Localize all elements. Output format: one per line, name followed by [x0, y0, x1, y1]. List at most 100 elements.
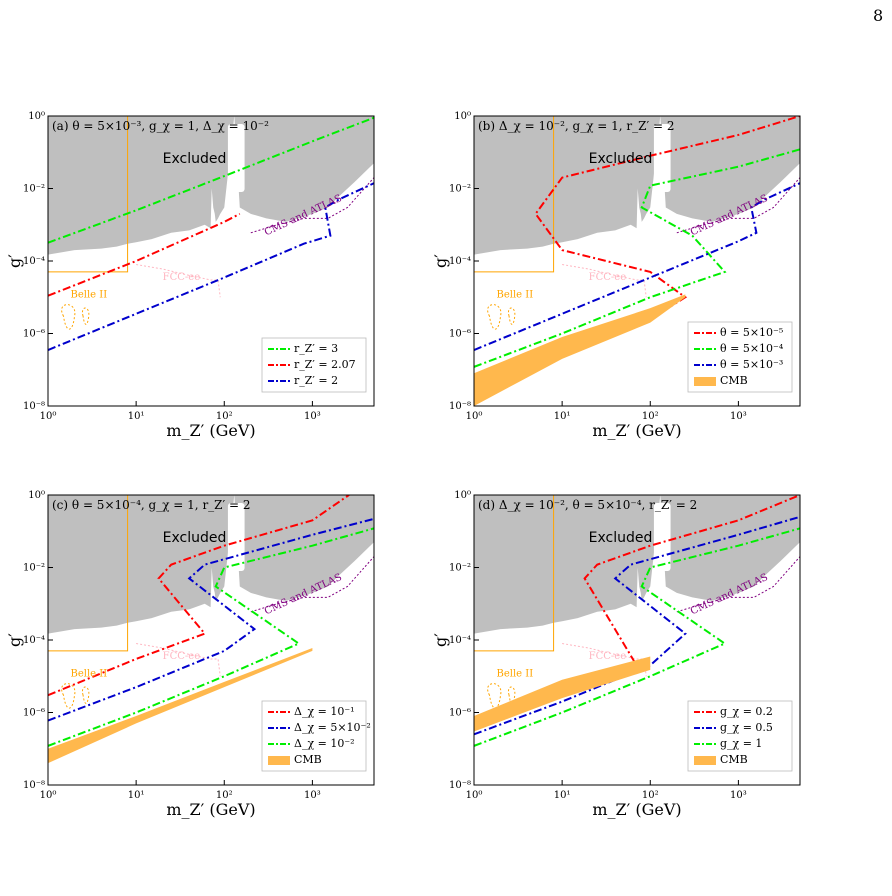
x-axis-title: m_Z′ (GeV) — [592, 800, 681, 819]
excluded-region — [474, 495, 800, 634]
cmb-band — [48, 648, 313, 764]
legend-label: CMB — [720, 753, 748, 766]
legend-label: g_χ = 0.2 — [720, 705, 773, 718]
y-tick-label: 10⁻² — [23, 184, 45, 195]
fcc-ee-line — [136, 264, 221, 298]
y-tick-label: 10⁰ — [454, 490, 471, 501]
chart-panel: 10⁰ 10¹ 10² 10³ 10⁻⁸ 10⁻⁶ 10⁻⁴ 10⁻² 10⁰ m_Z′ (GeV… — [5, 490, 375, 819]
y-tick-label: 10⁻⁶ — [449, 329, 471, 340]
belle-ii-contour — [81, 686, 90, 704]
excluded-gap — [227, 503, 245, 572]
legend: r_Z′ = 3 r_Z′ = 2.07 r_Z′ = 2 — [261, 337, 367, 393]
legend: θ = 5×10⁻⁵ θ = 5×10⁻⁴ θ = 5×10⁻³ CMB — [687, 321, 793, 393]
belle-ii-contour — [81, 307, 90, 325]
y-axis-title: g′ — [431, 633, 450, 647]
chart-panel: 10⁰ 10¹ 10² 10³ 10⁻⁸ 10⁻⁶ 10⁻⁴ 10⁻² 10⁰ m_Z′ (GeV… — [431, 490, 801, 819]
y-tick-label: 10⁰ — [28, 490, 45, 501]
excluded-gap — [653, 124, 671, 193]
y-tick-label: 10⁻⁶ — [449, 708, 471, 719]
x-tick-label: 10³ — [304, 790, 321, 801]
panel-title: (d) Δ_χ = 10⁻², θ = 5×10⁻⁴, r_Z′ = 2 — [478, 498, 697, 512]
legend: g_χ = 0.2 g_χ = 0.5 g_χ = 1 CMB — [687, 700, 793, 772]
x-tick-label: 10³ — [730, 411, 747, 422]
x-tick-label: 10⁰ — [40, 790, 57, 801]
excluded-label: Excluded — [163, 530, 227, 546]
x-tick-label: 10⁰ — [466, 790, 483, 801]
belle-ii-contour — [487, 304, 502, 330]
y-tick-label: 10⁻² — [449, 563, 471, 574]
y-tick-label: 10⁻² — [449, 184, 471, 195]
belle-ii-label: Belle II — [496, 289, 533, 300]
belle-ii-line — [474, 495, 555, 652]
excluded-region — [474, 116, 800, 255]
excluded-gap — [227, 124, 245, 193]
series-line — [48, 212, 241, 297]
excluded-label: Excluded — [589, 151, 653, 167]
y-tick-label: 10⁻⁸ — [23, 401, 45, 412]
belle-ii-line — [474, 116, 555, 273]
excluded-label: Excluded — [163, 151, 227, 167]
fcc-ee-label: FCC-ee — [589, 272, 627, 283]
belle-ii-label: Belle II — [70, 668, 107, 679]
y-axis-title: g′ — [431, 254, 450, 268]
x-tick-label: 10¹ — [128, 411, 145, 422]
panel-title: (b) Δ_χ = 10⁻², g_χ = 1, r_Z′ = 2 — [478, 119, 675, 133]
legend: Δ_χ = 10⁻¹ Δ_χ = 5×10⁻² Δ_χ = 10⁻² CMB — [261, 700, 371, 772]
y-tick-label: 10⁻⁸ — [449, 780, 471, 791]
cms-atlas-line — [676, 177, 800, 234]
plot-area — [48, 495, 374, 764]
belle-ii-contour — [507, 307, 516, 325]
excluded-region — [48, 116, 374, 255]
legend-label: Δ_χ = 5×10⁻² — [294, 721, 371, 734]
y-tick-label: 10⁻⁶ — [23, 329, 45, 340]
legend-box — [261, 337, 367, 393]
legend-swatch — [694, 377, 716, 386]
fcc-ee-label: FCC-ee — [163, 272, 201, 283]
x-tick-label: 10² — [216, 790, 233, 801]
cms-atlas-line — [250, 556, 374, 613]
legend-label: θ = 5×10⁻⁴ — [720, 342, 784, 355]
plot-area — [474, 116, 800, 406]
y-tick-label: 10⁻⁸ — [23, 780, 45, 791]
x-axis-title: m_Z′ (GeV) — [166, 421, 255, 440]
x-tick-label: 10¹ — [554, 790, 571, 801]
panel-title: (c) θ = 5×10⁻⁴, g_χ = 1, r_Z′ = 2 — [52, 498, 251, 512]
belle-ii-contour — [487, 683, 502, 709]
legend-label: g_χ = 0.5 — [720, 721, 773, 734]
x-axis-title: m_Z′ (GeV) — [592, 421, 681, 440]
x-tick-label: 10³ — [730, 790, 747, 801]
x-tick-label: 10⁰ — [466, 411, 483, 422]
x-tick-label: 10² — [642, 411, 659, 422]
x-tick-label: 10² — [642, 790, 659, 801]
series-line — [48, 517, 374, 722]
excluded-region — [48, 495, 374, 634]
cms-atlas-line — [250, 177, 374, 234]
series-line — [474, 182, 800, 351]
series-line — [474, 515, 800, 736]
series-line — [474, 116, 800, 390]
chart-panel: 10⁰ 10¹ 10² 10³ 10⁻⁸ 10⁻⁶ 10⁻⁴ 10⁻² 10⁰ m_Z′ (GeV… — [5, 111, 375, 440]
y-axis-title: g′ — [5, 254, 24, 268]
belle-ii-contour — [61, 683, 76, 709]
legend-label: r_Z′ = 2.07 — [294, 358, 356, 371]
series-line — [474, 148, 800, 368]
fcc-ee-line — [562, 643, 647, 677]
y-tick-label: 10⁻² — [23, 563, 45, 574]
series-line — [48, 527, 374, 747]
x-tick-label: 10⁰ — [40, 411, 57, 422]
plot-area — [474, 495, 800, 747]
legend-label: θ = 5×10⁻³ — [720, 358, 783, 371]
y-tick-label: 10⁰ — [28, 111, 45, 122]
cmb-band — [474, 656, 651, 732]
series-line — [48, 495, 350, 697]
y-tick-label: 10⁻⁴ — [23, 256, 45, 267]
x-tick-label: 10¹ — [128, 790, 145, 801]
legend-label: r_Z′ = 2 — [294, 374, 338, 387]
chart-panel: 10⁰ 10¹ 10² 10³ 10⁻⁸ 10⁻⁶ 10⁻⁴ 10⁻² 10⁰ m_Z′ (GeV… — [431, 111, 801, 440]
fcc-ee-line — [136, 643, 221, 677]
y-tick-label: 10⁻⁴ — [23, 635, 45, 646]
fcc-ee-label: FCC-ee — [589, 651, 627, 662]
y-axis-title: g′ — [5, 633, 24, 647]
plot-area — [48, 116, 374, 351]
fcc-ee-line — [562, 264, 647, 298]
